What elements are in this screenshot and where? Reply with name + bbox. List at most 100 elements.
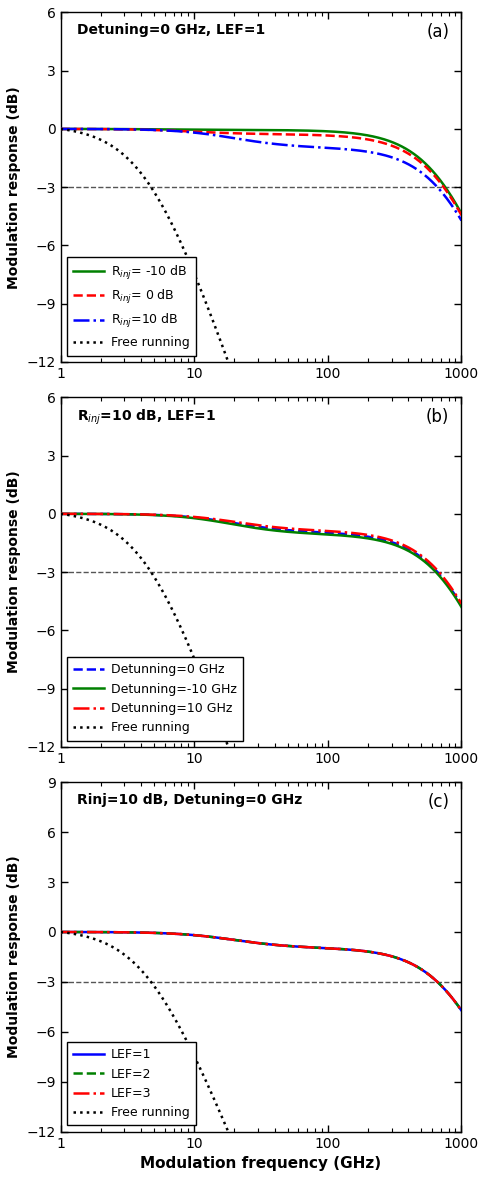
Free running — [211, 702, 217, 716]
Free running — [229, 364, 235, 378]
LEF=2 — [229, 933, 235, 947]
X-axis label: Modulation frequency (GHz): Modulation frequency (GHz) — [140, 1156, 382, 1171]
Free running — [229, 749, 235, 763]
R$_{inj}$= -10 dB — [211, 123, 217, 137]
LEF=3 — [127, 925, 133, 939]
LEF=3 — [104, 925, 109, 939]
Free running — [211, 1092, 217, 1106]
Detunning=-10 GHz — [451, 588, 456, 602]
LEF=3 — [58, 925, 64, 939]
R$_{inj}$=10 dB — [451, 201, 456, 216]
LEF=1 — [451, 993, 456, 1007]
Free running — [229, 1133, 235, 1147]
Y-axis label: Modulation response (dB): Modulation response (dB) — [7, 471, 21, 674]
Detunning=10 GHz — [451, 584, 456, 598]
Detunning=10 GHz — [408, 542, 414, 556]
LEF=1 — [104, 925, 109, 939]
R$_{inj}$= 0 dB — [229, 126, 235, 140]
R$_{inj}$= -10 dB — [229, 123, 235, 137]
Free running — [58, 507, 64, 521]
R$_{inj}$=10 dB — [211, 128, 217, 143]
Detunning=10 GHz — [104, 507, 109, 521]
Text: (c): (c) — [428, 793, 450, 810]
Free running — [127, 538, 133, 552]
R$_{inj}$= -10 dB — [459, 206, 465, 220]
Detunning=10 GHz — [58, 507, 64, 521]
LEF=1 — [408, 957, 414, 971]
LEF=2 — [127, 925, 133, 939]
Line: R$_{inj}$=10 dB: R$_{inj}$=10 dB — [61, 128, 462, 220]
LEF=1 — [459, 1004, 465, 1018]
R$_{inj}$=10 dB — [127, 123, 133, 137]
Detunning=0 GHz — [451, 585, 456, 600]
Legend: R$_{inj}$= -10 dB, R$_{inj}$= 0 dB, R$_{inj}$=10 dB, Free running: R$_{inj}$= -10 dB, R$_{inj}$= 0 dB, R$_{… — [67, 257, 195, 356]
Detunning=-10 GHz — [459, 600, 465, 614]
LEF=2 — [451, 993, 456, 1007]
Y-axis label: Modulation response (dB): Modulation response (dB) — [7, 855, 21, 1058]
Detunning=-10 GHz — [229, 517, 235, 531]
Line: Detunning=-10 GHz: Detunning=-10 GHz — [61, 514, 462, 607]
Detunning=0 GHz — [127, 508, 133, 522]
Detunning=-10 GHz — [211, 514, 217, 528]
Detunning=0 GHz — [408, 543, 414, 557]
R$_{inj}$= 0 dB — [127, 123, 133, 137]
Detunning=0 GHz — [229, 516, 235, 530]
LEF=2 — [104, 925, 109, 939]
Detunning=-10 GHz — [104, 507, 109, 521]
Line: Free running: Free running — [61, 514, 462, 1178]
Text: R$_{inj}$=10 dB, LEF=1: R$_{inj}$=10 dB, LEF=1 — [77, 408, 216, 428]
Free running — [104, 937, 109, 951]
LEF=1 — [229, 933, 235, 947]
Free running — [127, 154, 133, 168]
R$_{inj}$= 0 dB — [211, 126, 217, 140]
Text: Detuning=0 GHz, LEF=1: Detuning=0 GHz, LEF=1 — [77, 22, 265, 37]
Line: Detunning=0 GHz: Detunning=0 GHz — [61, 514, 462, 605]
R$_{inj}$= -10 dB — [408, 145, 414, 159]
Detunning=-10 GHz — [127, 508, 133, 522]
Free running — [104, 521, 109, 535]
LEF=1 — [58, 925, 64, 939]
LEF=2 — [211, 931, 217, 945]
Text: (b): (b) — [426, 408, 450, 425]
R$_{inj}$= -10 dB — [58, 121, 64, 135]
Legend: Detunning=0 GHz, Detunning=-10 GHz, Detunning=10 GHz, Free running: Detunning=0 GHz, Detunning=-10 GHz, Detu… — [67, 657, 243, 741]
Detunning=10 GHz — [127, 507, 133, 521]
R$_{inj}$=10 dB — [229, 131, 235, 145]
Free running — [211, 317, 217, 331]
LEF=1 — [127, 925, 133, 939]
LEF=3 — [451, 993, 456, 1007]
Free running — [451, 1076, 456, 1090]
Detunning=-10 GHz — [408, 545, 414, 560]
LEF=2 — [459, 1004, 465, 1018]
Detunning=0 GHz — [211, 512, 217, 527]
R$_{inj}$= -10 dB — [127, 123, 133, 137]
Free running — [104, 135, 109, 150]
Line: LEF=1: LEF=1 — [61, 932, 462, 1011]
Detunning=0 GHz — [104, 507, 109, 521]
Line: Free running: Free running — [61, 128, 462, 1119]
R$_{inj}$=10 dB — [408, 158, 414, 172]
Free running — [459, 1112, 465, 1126]
Line: Free running: Free running — [61, 932, 462, 1178]
Line: LEF=2: LEF=2 — [61, 932, 462, 1011]
Line: LEF=3: LEF=3 — [61, 932, 462, 1011]
Free running — [58, 925, 64, 939]
Detunning=-10 GHz — [58, 507, 64, 521]
Detunning=0 GHz — [58, 507, 64, 521]
LEF=2 — [408, 957, 414, 971]
Detunning=10 GHz — [459, 597, 465, 611]
R$_{inj}$= 0 dB — [408, 147, 414, 161]
LEF=3 — [229, 933, 235, 947]
Free running — [127, 952, 133, 966]
R$_{inj}$= 0 dB — [58, 121, 64, 135]
Detunning=10 GHz — [229, 515, 235, 529]
R$_{inj}$=10 dB — [58, 121, 64, 135]
R$_{inj}$= 0 dB — [451, 194, 456, 209]
R$_{inj}$= 0 dB — [459, 209, 465, 223]
LEF=3 — [211, 931, 217, 945]
Free running — [408, 901, 414, 915]
Detunning=0 GHz — [459, 598, 465, 613]
Free running — [58, 121, 64, 135]
Line: R$_{inj}$= -10 dB: R$_{inj}$= -10 dB — [61, 128, 462, 213]
R$_{inj}$= -10 dB — [104, 123, 109, 137]
